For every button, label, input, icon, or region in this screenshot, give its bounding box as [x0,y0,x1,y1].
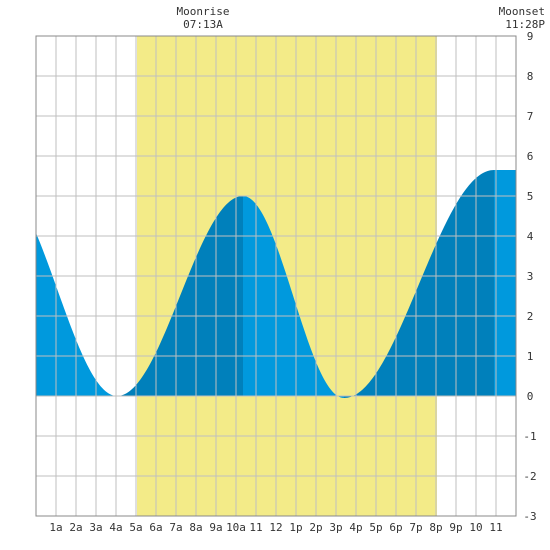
x-tick-label: 4a [109,521,122,534]
x-tick-label: 10a [226,521,246,534]
tide-falling-segment [494,170,516,396]
y-tick-label: 8 [527,70,534,83]
y-tick-label: 6 [527,150,534,163]
plot-border [35,35,517,517]
y-axis-ticks: -3 -2 -1 0 1 2 3 4 5 6 7 8 9 [523,30,536,523]
y-tick-label: 3 [527,270,534,283]
x-tick-label: 4p [349,521,362,534]
x-tick-label: 2a [69,521,82,534]
x-tick-label: 7a [169,521,182,534]
x-tick-label: 8a [189,521,202,534]
y-tick-label: 2 [527,310,534,323]
x-tick-label: 10 [469,521,482,534]
moonrise-title: Moonrise [177,5,230,18]
y-tick-label: 1 [527,350,534,363]
x-tick-label: 9p [449,521,462,534]
x-tick-label: 6p [389,521,402,534]
y-tick-label: -3 [523,510,536,523]
grid-lines [36,36,516,516]
x-tick-label: 6a [149,521,162,534]
x-tick-label: 3p [329,521,342,534]
x-tick-label: 8p [429,521,442,534]
x-axis-ticks: 1a 2a 3a 4a 5a 6a 7a 8a 9a 10a 11 12 1p 2p 3p 4p 5p 6p 7p 8… [49,521,502,534]
tide-rising-segment [117,196,243,396]
moonset-title: Moonset [499,5,545,18]
y-tick-label: 5 [527,190,534,203]
x-tick-label: 5a [129,521,142,534]
x-tick-label: 1a [49,521,62,534]
y-tick-label: 9 [527,30,534,43]
x-tick-label: 7p [409,521,422,534]
y-tick-label: 7 [527,110,534,123]
y-tick-label: -1 [523,430,536,443]
x-tick-label: 3a [89,521,102,534]
tide-falling-segment [243,196,344,398]
x-tick-label: 1p [289,521,302,534]
x-tick-label: 11 [249,521,262,534]
moonrise-time: 07:13A [183,18,223,31]
x-tick-label: 5p [369,521,382,534]
x-tick-label: 11 [489,521,502,534]
y-tick-label: 0 [527,390,534,403]
x-tick-label: 9a [209,521,222,534]
y-tick-label: -2 [523,470,536,483]
x-tick-label: 2p [309,521,322,534]
moonset-time: 11:28P [505,18,545,31]
y-tick-label: 4 [527,230,534,243]
x-tick-label: 12 [269,521,282,534]
